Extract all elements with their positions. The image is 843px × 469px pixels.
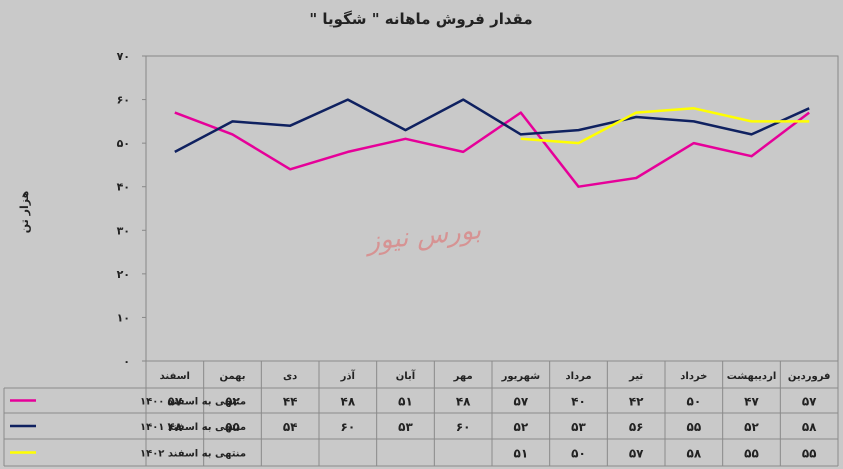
x-category-label: آذر [340, 369, 356, 382]
y-tick-label: ۰ [123, 355, 130, 368]
x-category-label: شهریور [501, 371, 541, 382]
y-tick-label: ۴۰ [117, 181, 130, 194]
table-cell-value: ۵۷ [629, 447, 644, 461]
y-tick-label: ۵۰ [117, 137, 130, 150]
x-category-label: بهمن [219, 371, 245, 382]
series-line-2 [174, 98, 810, 154]
table-cell-value: ۵۷ [802, 395, 817, 409]
table-cell-value: ۵۸ [802, 420, 817, 434]
x-category-label: تیر [628, 371, 643, 382]
series-lines [174, 98, 810, 188]
y-tick-label: ۶۰ [117, 94, 130, 107]
legend-label-1: منتهی به اسفند ۱۴۰۰ [140, 397, 246, 408]
table-cell-value: ۵۲ [225, 395, 240, 409]
table-cell-value: ۵۵ [802, 447, 817, 461]
chart-title: مقدار فروش ماهانه " شگویا " [309, 10, 532, 28]
table-cell-value: ۵۵ [744, 447, 759, 461]
x-category-label: دی [283, 371, 297, 382]
table-cell-value: ۵۲ [514, 420, 529, 434]
table-cell-value: ۵۵ [225, 420, 240, 434]
table-cell-value: ۵۰ [571, 447, 586, 461]
x-category-label: فروردین [788, 371, 831, 382]
y-tick-label: ۲۰ [117, 268, 130, 281]
table-cell-value: ۴۸ [341, 395, 356, 409]
table-cell-value: ۶۰ [341, 420, 356, 434]
table-cell-value: ۵۱ [398, 395, 413, 409]
y-tick-label: ۳۰ [117, 224, 130, 237]
legend-label-3: منتهی به اسفند ۱۴۰۲ [140, 449, 246, 460]
table-cell-value: ۴۴ [283, 395, 298, 409]
table-cell-value: ۵۶ [629, 420, 644, 434]
x-category-label: اسفند [160, 371, 190, 382]
table-cell-value: ۵۳ [571, 420, 586, 434]
series-line-1 [174, 111, 810, 188]
table-cell-value: ۵۱ [514, 447, 529, 461]
table-cell-value: ۴۰ [571, 395, 586, 409]
table-cell-value: ۵۰ [687, 395, 702, 409]
table-cell-value: ۶۰ [456, 420, 471, 434]
plot-frame [145, 55, 839, 362]
legend-label-2: منتهی به اسفند ۱۴۰۱ [140, 422, 246, 433]
plot-area: ۰ ۱۰ ۲۰ ۳۰ ۴۰ ۵۰ ۶۰ ۷۰ [117, 50, 839, 368]
table-cell-value: ۵۲ [744, 420, 759, 434]
x-category-label: آبان [396, 369, 416, 382]
y-tick-label: ۷۰ [117, 50, 130, 63]
table-cell-value: ۵۷ [514, 395, 529, 409]
x-category-label: خرداد [680, 371, 707, 382]
table-cell-value: ۴۸ [168, 420, 183, 434]
table-cell-value: ۵۳ [398, 420, 413, 434]
table-cell-value: ۵۴ [283, 420, 298, 434]
table-cell-value: ۵۷ [168, 395, 183, 409]
x-category-label: مهر [453, 371, 473, 382]
y-axis-label: هزار تن [18, 191, 31, 233]
table-cell-value: ۴۸ [456, 395, 471, 409]
series-line-3 [520, 107, 810, 145]
x-category-label: اردیبهشت [727, 371, 777, 382]
table-cell-value: ۵۸ [687, 447, 702, 461]
x-category-label: مرداد [565, 371, 591, 382]
table-cell-value: ۴۷ [744, 395, 759, 409]
y-tick-label: ۱۰ [117, 311, 130, 324]
table-cell-value: ۴۲ [629, 395, 644, 409]
watermark-logo: بورس نیوز [363, 215, 483, 257]
table-cell-value: ۵۵ [687, 420, 702, 434]
data-table: اسفند بهمن دی آذر آبان مهر شهریور مرداد تیر خرداد… [3, 360, 839, 467]
